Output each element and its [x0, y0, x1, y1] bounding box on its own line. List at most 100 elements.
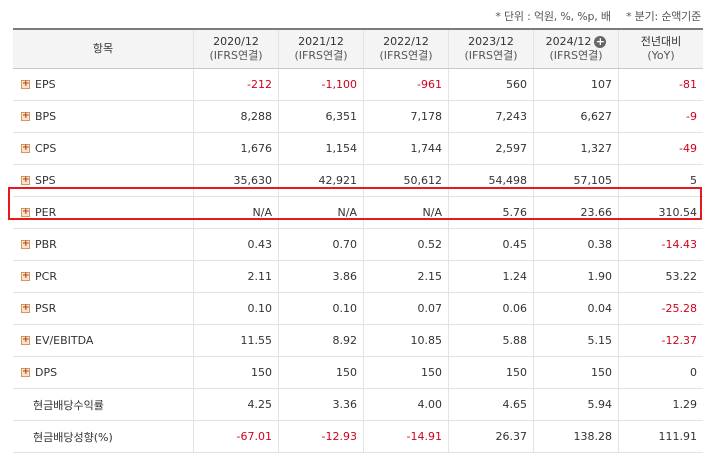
value-cell: 42,921: [279, 165, 364, 196]
value-cell: -14.43: [661, 238, 697, 251]
row-label: DPS: [35, 366, 58, 379]
add-column-icon[interactable]: +: [594, 35, 607, 48]
value-cell: -49: [679, 142, 697, 155]
value-cell: 4.00: [364, 389, 449, 420]
row-label-cell[interactable]: + SPS: [13, 165, 194, 196]
header-sub: (IFRS연결): [209, 49, 263, 62]
row-label-cell[interactable]: + PSR: [13, 293, 194, 324]
row-label: EV/EBITDA: [35, 334, 94, 347]
header-year: 2021/12: [298, 35, 344, 48]
value-cell: -67.01: [194, 421, 279, 452]
value-cell: 3.86: [279, 261, 364, 292]
table-row: + PSR 0.10 0.10 0.07 0.06 0.04 -25.28: [13, 293, 703, 325]
expand-plus-icon[interactable]: +: [21, 367, 30, 377]
value-cell: 6,627: [534, 101, 619, 132]
value-cell: N/A: [279, 197, 364, 228]
expand-plus-icon[interactable]: +: [21, 271, 30, 281]
table-row: + EPS -212 -1,100 -961 560 107 -81: [13, 69, 703, 101]
table-row: + BPS 8,288 6,351 7,178 7,243 6,627 -9: [13, 101, 703, 133]
header-year: 2024/12: [545, 35, 592, 48]
row-label: SPS: [35, 174, 56, 187]
table-row: + PER N/A N/A N/A 5.76 23.66 310.54: [13, 197, 703, 229]
row-label-cell[interactable]: + PER: [13, 197, 194, 228]
table-row: + DPS 150 150 150 150 150 0: [13, 357, 703, 389]
value-cell: 0: [690, 366, 697, 379]
value-cell: 5.94: [534, 389, 619, 420]
row-label: BPS: [35, 110, 57, 123]
value-cell: -81: [679, 78, 697, 91]
value-cell: 0.38: [534, 229, 619, 260]
value-cell: 7,243: [449, 101, 534, 132]
value-cell: 107: [534, 69, 619, 100]
value-cell: 53.22: [665, 270, 698, 283]
header-col-2023: 2023/12 (IFRS연결): [449, 30, 534, 68]
table-row: 현금배당성향(%) -67.01 -12.93 -14.91 26.37 138.28 11…: [13, 421, 703, 453]
value-cell: 11.55: [194, 325, 279, 356]
expand-plus-icon[interactable]: +: [21, 303, 30, 313]
row-label: CPS: [35, 142, 57, 155]
value-cell: 1.24: [449, 261, 534, 292]
table-row: + CPS 1,676 1,154 1,744 2,597 1,327 -49: [13, 133, 703, 165]
row-label-cell[interactable]: + BPS: [13, 101, 194, 132]
value-cell: 150: [449, 357, 534, 388]
value-cell: 0.06: [449, 293, 534, 324]
header-item: 항목: [13, 30, 194, 68]
value-cell: 10.85: [364, 325, 449, 356]
value-cell: 1,744: [364, 133, 449, 164]
value-cell: 0.10: [279, 293, 364, 324]
value-cell: 150: [364, 357, 449, 388]
row-label-cell[interactable]: + DPS: [13, 357, 194, 388]
value-cell: 0.04: [534, 293, 619, 324]
value-cell: 1.90: [534, 261, 619, 292]
value-cell: 0.43: [194, 229, 279, 260]
header-sub: (IFRS연결): [464, 49, 518, 62]
value-cell: -12.93: [279, 421, 364, 452]
value-cell: 0.10: [194, 293, 279, 324]
row-label-cell[interactable]: + EPS: [13, 69, 194, 100]
value-cell: 35,630: [194, 165, 279, 196]
header-sub: (IFRS연결): [379, 49, 433, 62]
period-note-text: * 분기: 순액기준: [626, 10, 701, 23]
row-label-cell[interactable]: + PCR: [13, 261, 194, 292]
value-cell: 6,351: [279, 101, 364, 132]
expand-plus-icon[interactable]: +: [21, 79, 30, 89]
header-sub: (IFRS연결): [294, 49, 348, 62]
value-cell: 5.76: [449, 197, 534, 228]
value-cell: 310.54: [658, 206, 698, 219]
table-row: + PCR 2.11 3.86 2.15 1.24 1.90 53.22: [13, 261, 703, 293]
value-cell: 0.07: [364, 293, 449, 324]
row-label-cell[interactable]: + PBR: [13, 229, 194, 260]
value-cell: -1,100: [279, 69, 364, 100]
value-cell: 4.25: [194, 389, 279, 420]
value-cell: 50,612: [364, 165, 449, 196]
expand-plus-icon[interactable]: +: [21, 175, 30, 185]
value-cell: 111.91: [658, 430, 698, 443]
expand-plus-icon[interactable]: +: [21, 335, 30, 345]
value-cell: 1.29: [672, 398, 698, 411]
unit-note-text: * 단위 : 억원, %, %p, 배: [495, 10, 611, 23]
table-row: 현금배당수익률 4.25 3.36 4.00 4.65 5.94 1.29: [13, 389, 703, 421]
value-cell: 8,288: [194, 101, 279, 132]
value-cell: 26.37: [449, 421, 534, 452]
value-cell: 4.65: [449, 389, 534, 420]
expand-plus-icon[interactable]: +: [21, 143, 30, 153]
expand-plus-icon[interactable]: +: [21, 239, 30, 249]
value-cell: -212: [194, 69, 279, 100]
row-label-cell: 현금배당수익률: [13, 389, 194, 420]
row-label-cell[interactable]: + CPS: [13, 133, 194, 164]
table-header-row: 항목 2020/12 (IFRS연결) 2021/12 (IFRS연결) 202…: [13, 30, 703, 69]
row-label-cell[interactable]: + EV/EBITDA: [13, 325, 194, 356]
value-cell: 57,105: [534, 165, 619, 196]
value-cell: 8.92: [279, 325, 364, 356]
expand-plus-icon[interactable]: +: [21, 207, 30, 217]
table-row: + PBR 0.43 0.70 0.52 0.45 0.38 -14.43: [13, 229, 703, 261]
header-col-2020: 2020/12 (IFRS연결): [194, 30, 279, 68]
header-col-2021: 2021/12 (IFRS연결): [279, 30, 364, 68]
header-year: 전년대비: [640, 35, 682, 48]
value-cell: 138.28: [534, 421, 619, 452]
value-cell: 2.15: [364, 261, 449, 292]
value-cell: 150: [279, 357, 364, 388]
value-cell: 2,597: [449, 133, 534, 164]
expand-plus-icon[interactable]: +: [21, 111, 30, 121]
row-label: PBR: [35, 238, 57, 251]
